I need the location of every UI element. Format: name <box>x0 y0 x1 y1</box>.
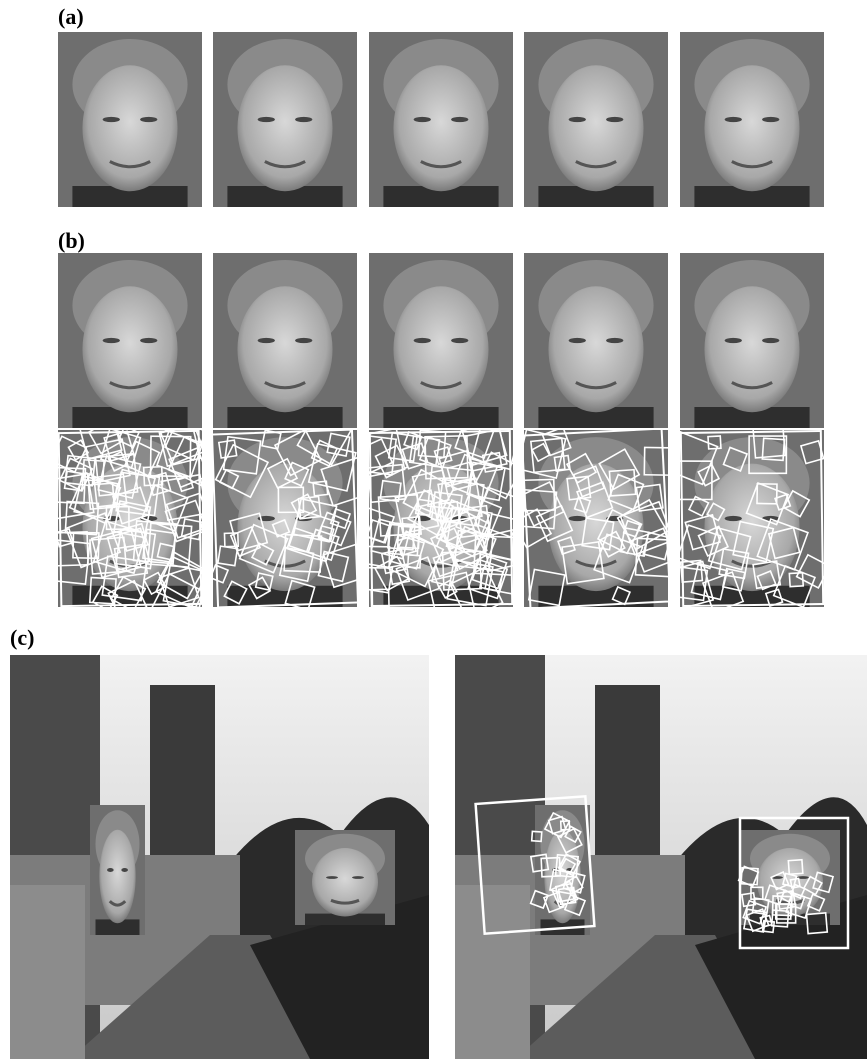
eye <box>107 868 114 872</box>
photos <box>10 32 867 1059</box>
face <box>99 830 135 924</box>
eye <box>258 338 275 343</box>
face <box>237 65 332 191</box>
panel-label: (c) <box>10 625 34 650</box>
eye <box>140 338 157 343</box>
eye <box>606 338 623 343</box>
face <box>237 286 332 412</box>
eye <box>414 117 431 122</box>
face <box>393 65 488 191</box>
eye <box>258 117 275 122</box>
panel-label: (a) <box>58 4 84 29</box>
eye <box>725 516 742 521</box>
face <box>704 286 799 412</box>
figure: (a) (b) (c) <box>0 0 867 1059</box>
eye <box>295 117 312 122</box>
face <box>548 65 643 191</box>
eye <box>762 338 779 343</box>
eye <box>569 516 586 521</box>
foreground-wall <box>10 885 85 1059</box>
eye <box>725 338 742 343</box>
eye <box>569 338 586 343</box>
face <box>548 464 643 591</box>
face <box>82 65 177 191</box>
panel-label: (b) <box>58 228 85 253</box>
eye <box>352 876 364 879</box>
eye <box>606 117 623 122</box>
eye <box>451 338 468 343</box>
eye <box>121 868 128 872</box>
face <box>548 286 643 412</box>
eye <box>569 117 586 122</box>
eye <box>103 117 120 122</box>
eye <box>762 117 779 122</box>
eye <box>414 338 431 343</box>
eye <box>103 338 120 343</box>
eye <box>451 117 468 122</box>
face <box>312 848 378 916</box>
eye <box>326 876 338 879</box>
eye <box>140 117 157 122</box>
eye <box>725 117 742 122</box>
face <box>704 65 799 191</box>
foreground-wall <box>455 885 530 1059</box>
face <box>757 848 823 916</box>
face <box>82 286 177 412</box>
eye <box>295 338 312 343</box>
face <box>393 286 488 412</box>
